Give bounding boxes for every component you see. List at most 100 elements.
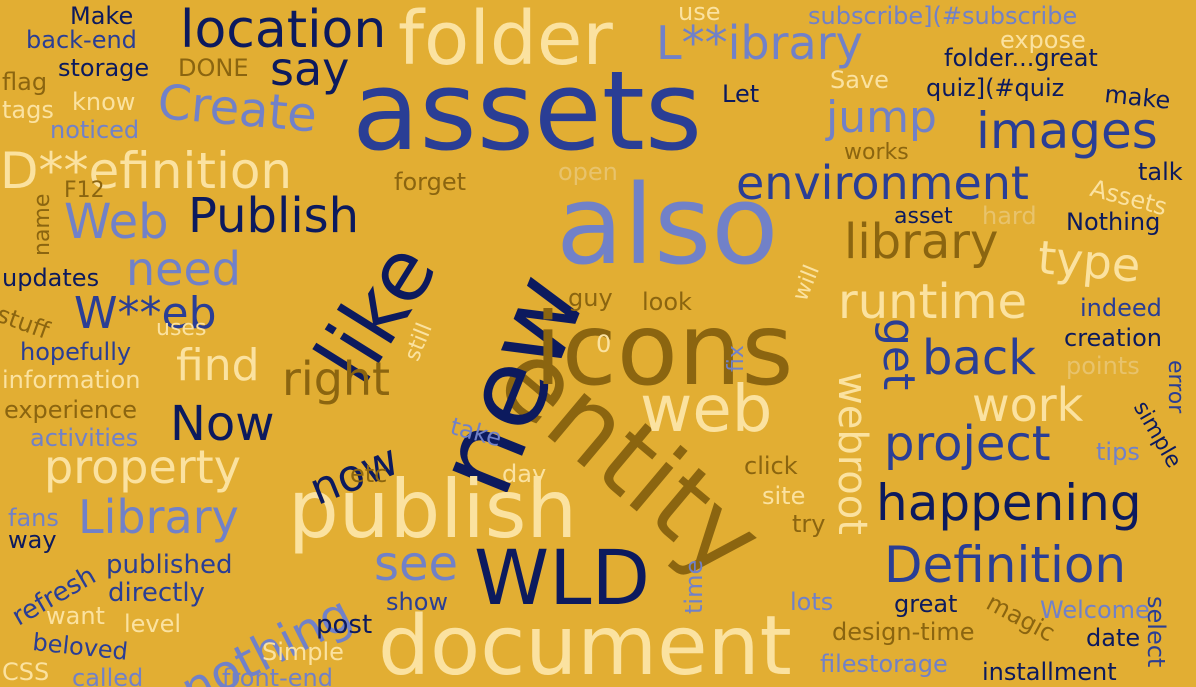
word-Make: Make xyxy=(70,2,134,30)
word-Definition: Definition xyxy=(884,536,1127,594)
word-front-end: front-end xyxy=(222,664,333,687)
word-use: use xyxy=(678,0,721,26)
word-project: project xyxy=(884,416,1051,472)
word-icons: icons xyxy=(534,291,794,408)
word-Welcome: Welcome xyxy=(1040,596,1150,624)
word-images: images xyxy=(976,102,1158,160)
word-jump: jump xyxy=(826,92,937,143)
word-make: make xyxy=(1103,80,1172,115)
word-Save: Save xyxy=(830,66,889,94)
word-subscribe: subscribe](#subscribe xyxy=(808,2,1078,30)
word-creation: creation xyxy=(1064,324,1162,352)
word-experience: experience xyxy=(4,396,138,424)
word-site: site xyxy=(762,482,806,510)
word-property: property xyxy=(44,440,241,494)
word-folder: folder xyxy=(398,0,613,82)
word-fix: fix xyxy=(724,345,749,372)
word-hopefully: hopefully xyxy=(20,338,132,366)
word-hard: hard xyxy=(982,202,1037,230)
word-0: 0 xyxy=(596,330,612,358)
word-name: name xyxy=(30,193,55,256)
word-storage: storage xyxy=(58,54,150,82)
word-location: location xyxy=(180,0,387,60)
word-post: post xyxy=(316,610,373,640)
word-day: day xyxy=(502,460,547,488)
word-show: show xyxy=(386,588,449,616)
word-right: right xyxy=(282,352,391,406)
word-Web: Web xyxy=(64,194,169,250)
word-installment: installment xyxy=(982,658,1117,686)
word-also: also xyxy=(556,161,779,289)
word-find: find xyxy=(176,340,260,391)
word-webroot: webroot xyxy=(829,372,875,535)
word-quiz: quiz](#quiz xyxy=(926,74,1065,102)
word-work: work xyxy=(972,378,1084,432)
word-called: called xyxy=(72,664,144,687)
word-error: error xyxy=(1163,360,1188,414)
word-CSS: CSS xyxy=(2,658,50,686)
word-great: great xyxy=(894,590,958,618)
word-fans: fans xyxy=(8,504,59,532)
word-look: look xyxy=(642,288,692,316)
word-points: points xyxy=(1066,352,1140,380)
word-works: works xyxy=(844,140,909,165)
word-guy: guy xyxy=(568,284,613,312)
word-level: level xyxy=(124,610,182,638)
word-say: say xyxy=(270,42,350,96)
word-F12: F12 xyxy=(64,178,105,203)
word-need: need xyxy=(126,242,241,296)
word-filestorage: filestorage xyxy=(820,650,948,678)
word-type: type xyxy=(1035,230,1143,293)
word-will: will xyxy=(788,261,825,305)
word-etc: etc xyxy=(350,460,388,488)
word-stuff: stuff xyxy=(0,300,54,345)
word-lots: lots xyxy=(790,588,834,616)
word-W-eb: W**eb xyxy=(74,288,217,339)
word-assets: assets xyxy=(352,47,703,175)
word-Now: Now xyxy=(170,396,275,452)
word-Library: Library xyxy=(78,490,239,544)
word-library: library xyxy=(844,214,999,270)
word-folder-great: folder...great xyxy=(944,44,1098,72)
word-updates: updates xyxy=(2,264,100,292)
word-published: published xyxy=(106,550,233,580)
word-Nothing: Nothing xyxy=(1066,208,1161,236)
word-directly: directly xyxy=(108,578,205,608)
word-DONE: DONE xyxy=(178,54,249,82)
word-want: want xyxy=(46,602,105,630)
word-Let: Let xyxy=(722,80,760,108)
word-get: get xyxy=(873,318,924,391)
word-flag: flag xyxy=(2,68,48,96)
word-activities: activities xyxy=(30,424,139,452)
word-runtime: runtime xyxy=(838,274,1028,330)
word-forget: forget xyxy=(394,168,466,196)
word-information: information xyxy=(2,366,141,394)
word-noticed: noticed xyxy=(50,116,140,144)
word-talk: talk xyxy=(1138,158,1183,186)
word-indeed: indeed xyxy=(1080,294,1162,322)
word-D-efinition: D**efinition xyxy=(0,142,293,200)
word-design-time: design-time xyxy=(832,618,975,646)
word-tags: tags xyxy=(2,96,54,124)
word-click: click xyxy=(744,452,798,480)
word-see: see xyxy=(374,536,459,592)
word-WLD: WLD xyxy=(474,533,651,622)
word-expose: expose xyxy=(1000,26,1086,54)
word-publish: publish xyxy=(288,463,578,556)
word-open: open xyxy=(558,158,618,186)
word-back-end: back-end xyxy=(26,26,137,54)
word-select: select xyxy=(1142,596,1170,668)
word-Simple: Simple xyxy=(262,638,344,666)
word-environment: environment xyxy=(736,156,1029,210)
word-document: document xyxy=(378,599,792,687)
word-uses: uses xyxy=(156,316,207,341)
word-know: know xyxy=(72,88,136,116)
word-Publish: Publish xyxy=(188,188,360,244)
word-L-ibrary: L**ibrary xyxy=(656,16,863,70)
word-web: web xyxy=(640,373,773,447)
word-back: back xyxy=(922,330,1037,386)
word-happening: happening xyxy=(876,474,1142,532)
word-way: way xyxy=(8,526,57,554)
word-try: try xyxy=(792,510,826,538)
word-asset: asset xyxy=(894,204,953,229)
